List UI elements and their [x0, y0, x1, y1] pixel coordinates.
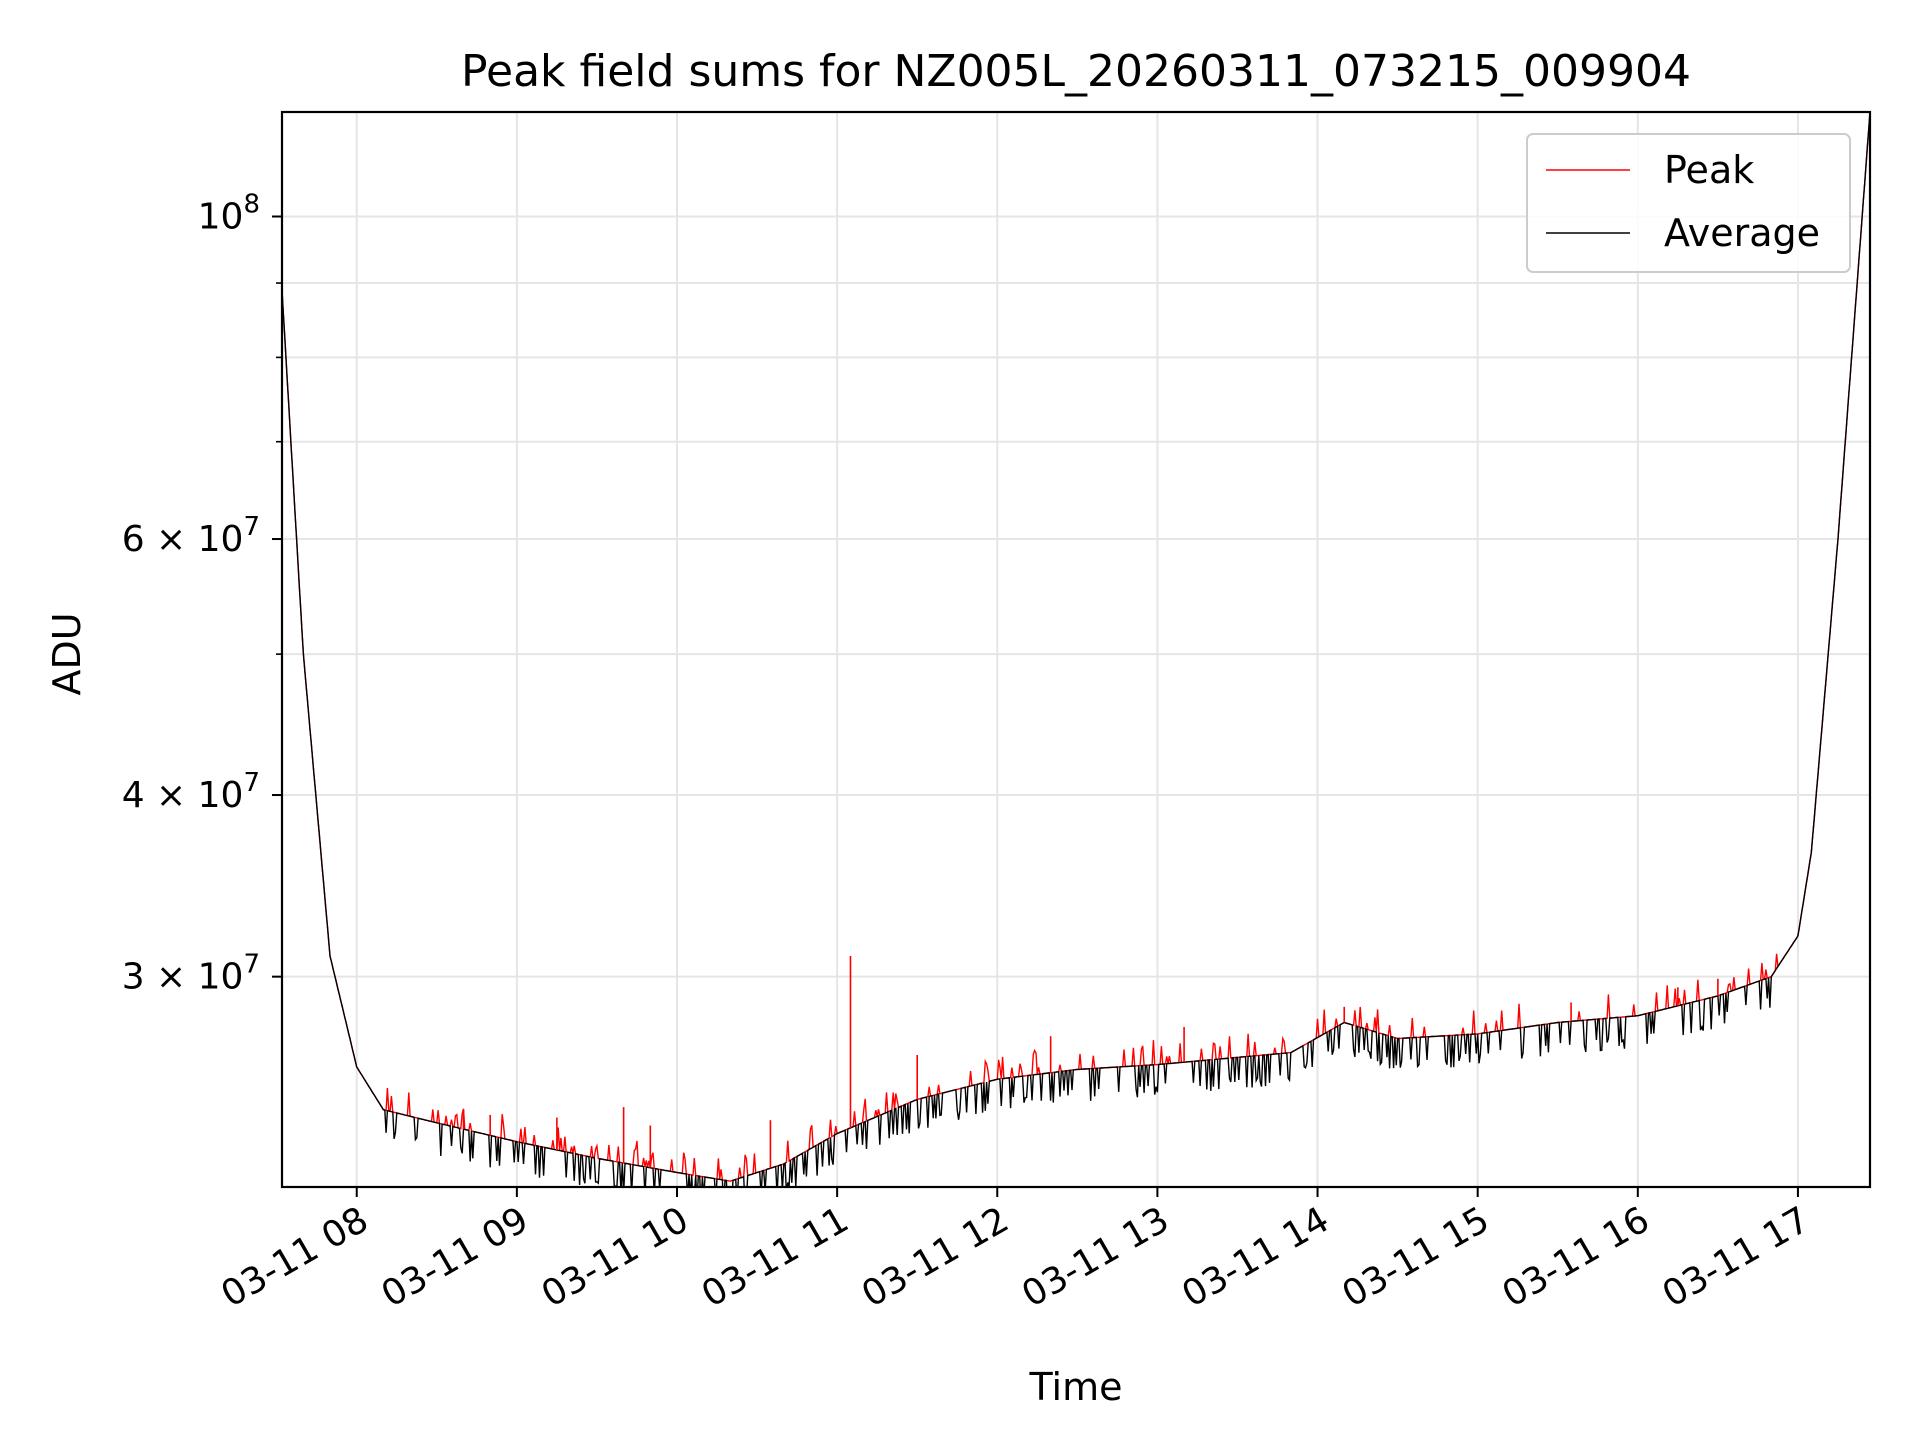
y-tick-label: 108 [198, 190, 260, 238]
y-tick-label: 6 × 107 [122, 512, 260, 560]
legend-label-average: Average [1664, 211, 1820, 255]
series-line-average [282, 112, 1870, 1187]
plot-area [282, 112, 1870, 1187]
legend-box [1526, 133, 1851, 273]
legend: Peak Average [1526, 133, 1851, 273]
y-axis-label: ADU [45, 612, 89, 695]
x-axis-label: Time [1029, 1365, 1123, 1409]
y-tick-label: 3 × 107 [122, 950, 260, 998]
grid-lines [282, 112, 1870, 1187]
axes-frame [280, 110, 1872, 1189]
legend-label-peak: Peak [1664, 148, 1754, 192]
y-tick-label: 4 × 107 [122, 768, 260, 816]
chart-title: Peak field sums for NZ005L_20260311_0732… [461, 46, 1691, 97]
